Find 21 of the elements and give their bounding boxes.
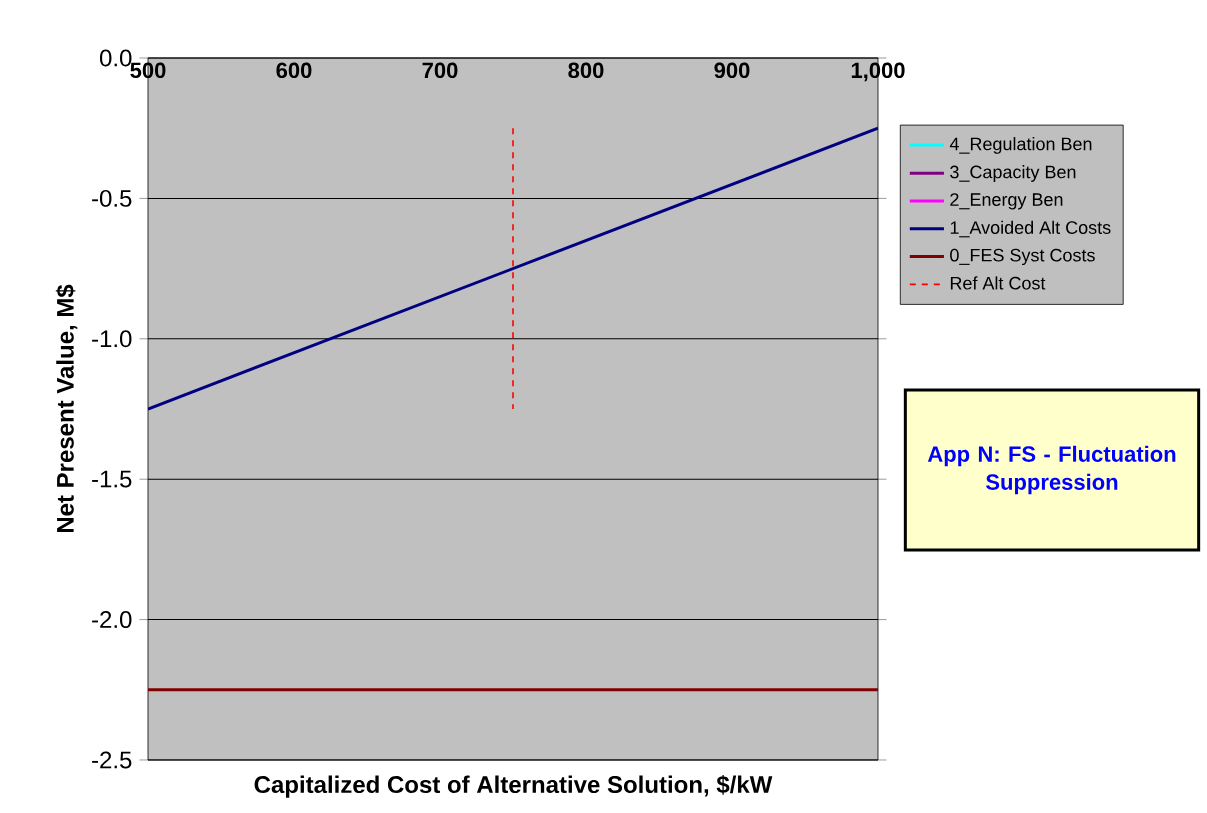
- y-axis-title: Net Present Value, M$: [55, 284, 78, 533]
- legend-label: 3_Capacity Ben: [950, 165, 1076, 182]
- x-tick-label: 700: [422, 62, 458, 79]
- y-tick-label: 0.0: [99, 49, 132, 67]
- x-tick-label: 600: [276, 62, 312, 79]
- legend-label: 0_FES Syst Costs: [950, 248, 1095, 266]
- legend-label: 1_Avoided Alt Costs: [950, 220, 1111, 238]
- x-tick-label: 500: [130, 62, 166, 79]
- y-tick-label: -0.5: [92, 189, 132, 207]
- y-tick-label: -2.0: [92, 611, 132, 629]
- y-tick-label: -2.5: [92, 751, 132, 769]
- legend-label: 2_Energy Ben: [950, 193, 1063, 210]
- x-tick-label: 1,000: [851, 62, 905, 82]
- y-tick-label: -1.5: [92, 470, 132, 488]
- x-tick-label: 800: [568, 62, 604, 79]
- legend-label: Ref Alt Cost: [950, 276, 1046, 290]
- text: App N: FS - Fluctuation Suppression: [927, 445, 1176, 495]
- legend-label: 4_Regulation Ben: [949, 137, 1092, 154]
- x-axis-title: Capitalized Cost of Alternative Solution, $/kW: [254, 775, 773, 798]
- y-tick-label: -1.0: [92, 330, 132, 348]
- x-tick-label: 900: [714, 62, 750, 79]
